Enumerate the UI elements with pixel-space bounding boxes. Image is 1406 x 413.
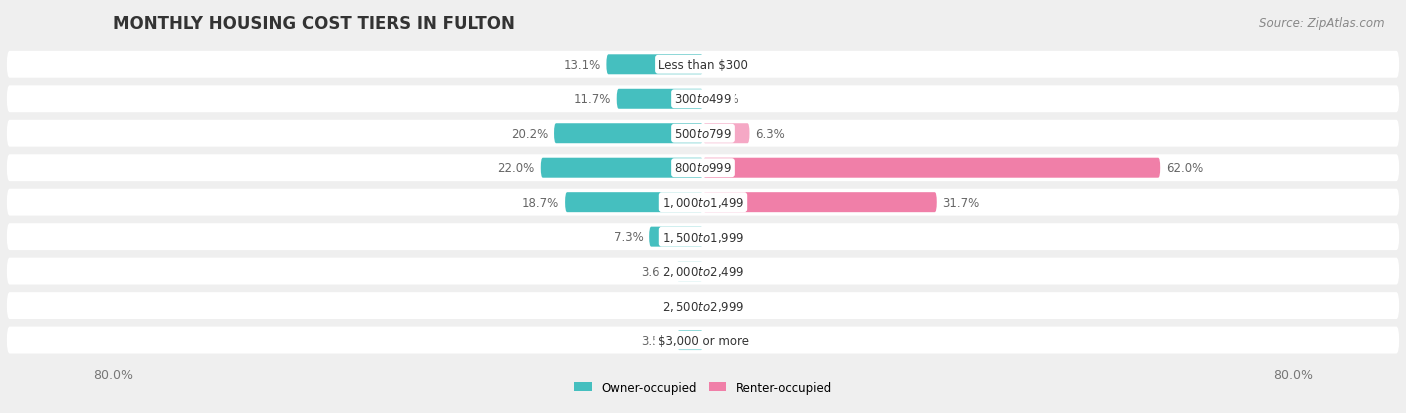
Text: 62.0%: 62.0% [1166, 162, 1204, 175]
Text: $3,000 or more: $3,000 or more [658, 334, 748, 347]
Text: 0.0%: 0.0% [709, 299, 738, 312]
FancyBboxPatch shape [703, 124, 749, 144]
Text: $2,500 to $2,999: $2,500 to $2,999 [662, 299, 744, 313]
Text: 0.0%: 0.0% [709, 334, 738, 347]
FancyBboxPatch shape [7, 258, 1399, 285]
Text: 0.0%: 0.0% [709, 59, 738, 71]
Text: 18.7%: 18.7% [522, 196, 560, 209]
Text: 3.5%: 3.5% [641, 334, 671, 347]
Text: $1,500 to $1,999: $1,500 to $1,999 [662, 230, 744, 244]
Text: $300 to $499: $300 to $499 [673, 93, 733, 106]
FancyBboxPatch shape [650, 227, 703, 247]
FancyBboxPatch shape [7, 121, 1399, 147]
Text: 0.0%: 0.0% [709, 93, 738, 106]
FancyBboxPatch shape [541, 158, 703, 178]
Text: 31.7%: 31.7% [942, 196, 980, 209]
Text: 3.6%: 3.6% [641, 265, 671, 278]
FancyBboxPatch shape [678, 330, 703, 350]
Legend: Owner-occupied, Renter-occupied: Owner-occupied, Renter-occupied [569, 376, 837, 398]
Text: 11.7%: 11.7% [574, 93, 610, 106]
Text: 0.0%: 0.0% [709, 230, 738, 244]
Text: MONTHLY HOUSING COST TIERS IN FULTON: MONTHLY HOUSING COST TIERS IN FULTON [112, 15, 515, 33]
FancyBboxPatch shape [703, 193, 936, 213]
FancyBboxPatch shape [7, 52, 1399, 78]
Text: Less than $300: Less than $300 [658, 59, 748, 71]
FancyBboxPatch shape [676, 261, 703, 281]
FancyBboxPatch shape [7, 189, 1399, 216]
FancyBboxPatch shape [7, 86, 1399, 113]
Text: 22.0%: 22.0% [498, 162, 534, 175]
Text: $800 to $999: $800 to $999 [673, 162, 733, 175]
FancyBboxPatch shape [703, 158, 1160, 178]
FancyBboxPatch shape [7, 292, 1399, 319]
Text: $2,000 to $2,499: $2,000 to $2,499 [662, 264, 744, 278]
Text: 0.0%: 0.0% [668, 299, 697, 312]
Text: 13.1%: 13.1% [564, 59, 600, 71]
Text: 0.0%: 0.0% [709, 265, 738, 278]
Text: $1,000 to $1,499: $1,000 to $1,499 [662, 196, 744, 210]
Text: $500 to $799: $500 to $799 [673, 128, 733, 140]
FancyBboxPatch shape [7, 224, 1399, 250]
Text: 6.3%: 6.3% [755, 128, 785, 140]
Text: 7.3%: 7.3% [613, 230, 644, 244]
FancyBboxPatch shape [565, 193, 703, 213]
FancyBboxPatch shape [554, 124, 703, 144]
FancyBboxPatch shape [7, 155, 1399, 182]
Text: 20.2%: 20.2% [510, 128, 548, 140]
Text: Source: ZipAtlas.com: Source: ZipAtlas.com [1260, 17, 1385, 29]
FancyBboxPatch shape [606, 55, 703, 75]
FancyBboxPatch shape [617, 90, 703, 109]
FancyBboxPatch shape [7, 327, 1399, 354]
